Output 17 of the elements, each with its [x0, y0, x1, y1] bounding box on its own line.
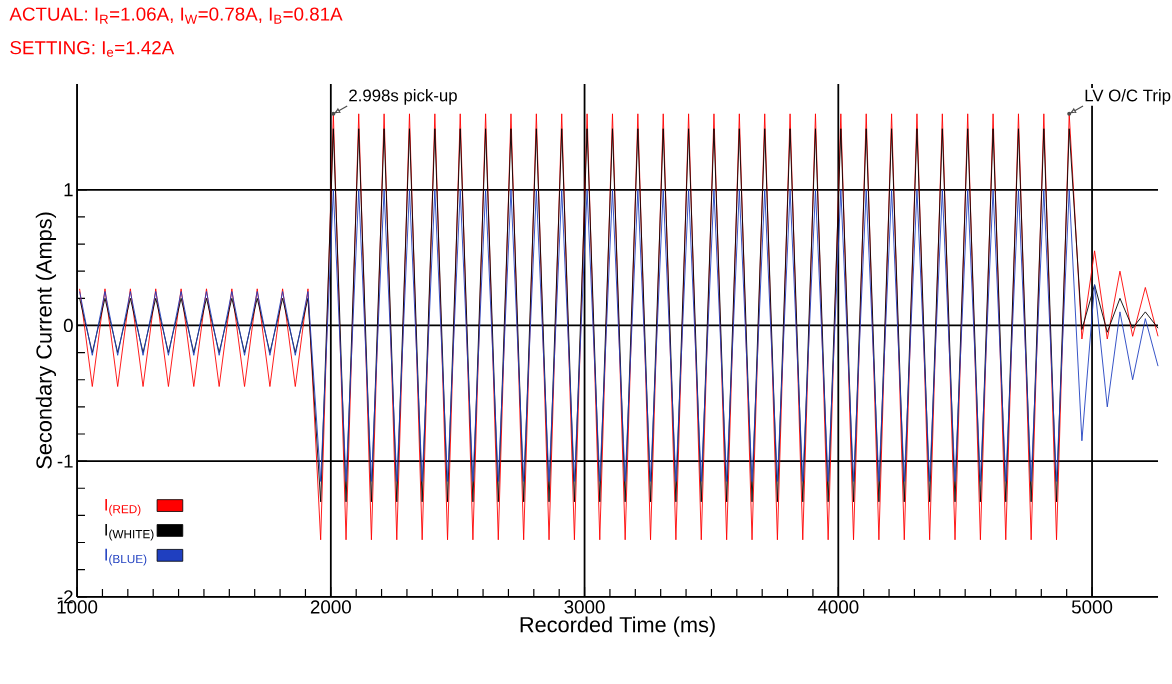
x-tick-label: 4000: [817, 600, 859, 614]
line-series: [79, 189, 1159, 483]
x-tick-label: 3000: [564, 600, 605, 614]
legend-label: I$_{(RED)}$: [105, 499, 141, 516]
y-tick-label: 0: [63, 318, 73, 333]
annotation: LV O/C Trip: [1085, 89, 1171, 105]
text: SETTING: I$_{e}$=1.42A: [10, 41, 175, 57]
annotation: 2.998s pick-up: [349, 89, 457, 105]
x-tick-label: 2000: [310, 600, 351, 614]
x-tick-label: 5000: [1071, 600, 1113, 614]
y-tick-label: 1: [64, 183, 73, 197]
x-axis-title: Recorded Time (ms): [520, 616, 715, 637]
legend-label: I$_{(WHITE)}$: [105, 524, 154, 541]
legend-label: I$_{(BLUE)}$: [105, 548, 147, 566]
y-axis-title: Secondary Current (Amps): [35, 212, 57, 469]
text: ACTUAL: I$_{R}$=1.06A, I$_{W}$=0.78A, I$_{B}$=0.81A: [9, 7, 343, 24]
y-tick-label: -1: [57, 454, 73, 468]
